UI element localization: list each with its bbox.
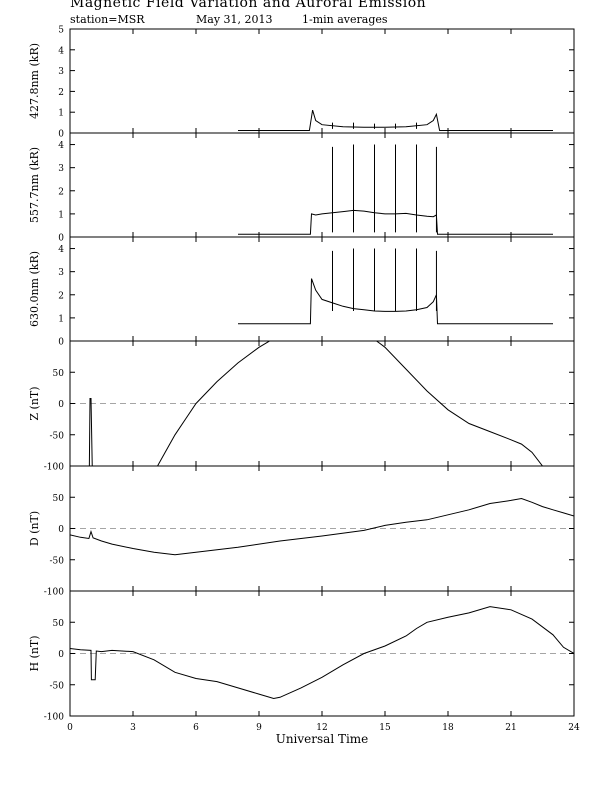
- x-tick-label: 9: [256, 723, 262, 733]
- x-axis-label: Universal Time: [276, 732, 369, 746]
- y-tick-label: -50: [50, 556, 65, 566]
- data-layer: [70, 606, 574, 700]
- y-tick-label: 3: [58, 268, 64, 278]
- x-tick-label: 6: [193, 723, 199, 733]
- y-tick-label: 0: [58, 525, 64, 535]
- panel-d-nt: -100 -50 0 50 D (nT): [28, 465, 575, 598]
- series-line: [238, 278, 553, 325]
- y-axis-label: H (nT): [28, 635, 41, 671]
- panel-427-8nm-kr: 0 1 2 3 4 5 427.8nm (kR): [28, 26, 575, 140]
- series-line: [70, 497, 574, 556]
- y-tick-label: -100: [44, 463, 64, 473]
- y-tick-label: 0: [58, 400, 64, 410]
- x-tick-label: 3: [130, 723, 136, 733]
- y-tick-label: 50: [53, 369, 65, 379]
- data-layer: [238, 248, 553, 325]
- y-tick-label: 50: [53, 619, 65, 629]
- y-tick-label: 2: [58, 88, 64, 98]
- panel-frame: [69, 28, 575, 134]
- y-tick-label: -100: [44, 588, 64, 598]
- x-tick-label: 15: [379, 723, 391, 733]
- data-layer: [238, 109, 553, 131]
- panel-h-nt: -100 -50 0 50 H (nT) 0 3 6 9 12 15 18 21 24 Universal …: [28, 590, 580, 746]
- y-tick-label: 4: [58, 141, 64, 151]
- x-tick-label: 18: [442, 723, 454, 733]
- y-tick-label: 0: [58, 130, 64, 140]
- y-axis-label: 630.0nm (kR): [28, 251, 41, 327]
- y-tick-label: 1: [58, 109, 64, 119]
- station-label: station=MSR: [70, 13, 145, 26]
- y-tick-label: -100: [44, 713, 64, 723]
- y-axis-label: 557.7nm (kR): [28, 147, 41, 223]
- y-tick-label: 2: [58, 187, 64, 197]
- panel-z-nt: -100 -50 0 50 Z (nT): [28, 340, 575, 473]
- panel-557-7nm-kr: 0 1 2 3 4 557.7nm (kR): [28, 132, 575, 244]
- chart-title: Magnetic Field Variation and Auroral Emi…: [70, 0, 427, 11]
- y-tick-label: 0: [58, 234, 64, 244]
- series-line: [70, 606, 574, 700]
- panel-frame: [69, 132, 575, 238]
- data-layer: [88, 341, 544, 466]
- y-tick-label: -50: [50, 681, 65, 691]
- y-tick-label: 1: [58, 314, 64, 324]
- y-tick-label: 1: [58, 210, 64, 220]
- y-tick-label: 4: [58, 245, 64, 255]
- panel-frame: [69, 590, 575, 717]
- y-tick-label: 3: [58, 164, 64, 174]
- x-tick-label: 21: [505, 723, 516, 733]
- date-label: May 31, 2013: [196, 13, 273, 26]
- y-axis-label: Z (nT): [28, 386, 41, 420]
- y-tick-label: 0: [58, 338, 64, 348]
- panel-630-0nm-kr: 0 1 2 3 4 630.0nm (kR): [28, 236, 575, 348]
- x-tick-label: 0: [67, 723, 73, 733]
- y-tick-label: 5: [58, 26, 64, 36]
- x-tick-label: 24: [568, 723, 580, 733]
- data-layer: [70, 497, 574, 556]
- y-tick-label: 2: [58, 291, 64, 301]
- y-tick-label: 0: [58, 650, 64, 660]
- data-layer: [238, 144, 553, 235]
- y-axis-label: 427.8nm (kR): [28, 43, 41, 119]
- averaging-label: 1-min averages: [302, 13, 388, 26]
- y-axis-label: D (nT): [28, 511, 41, 546]
- panel-frame: [69, 236, 575, 342]
- y-tick-label: 4: [58, 46, 64, 56]
- y-tick-label: -50: [50, 431, 65, 441]
- series-line: [88, 341, 544, 466]
- y-tick-label: 50: [53, 494, 65, 504]
- x-tick-label: 12: [316, 723, 327, 733]
- y-tick-label: 3: [58, 67, 64, 77]
